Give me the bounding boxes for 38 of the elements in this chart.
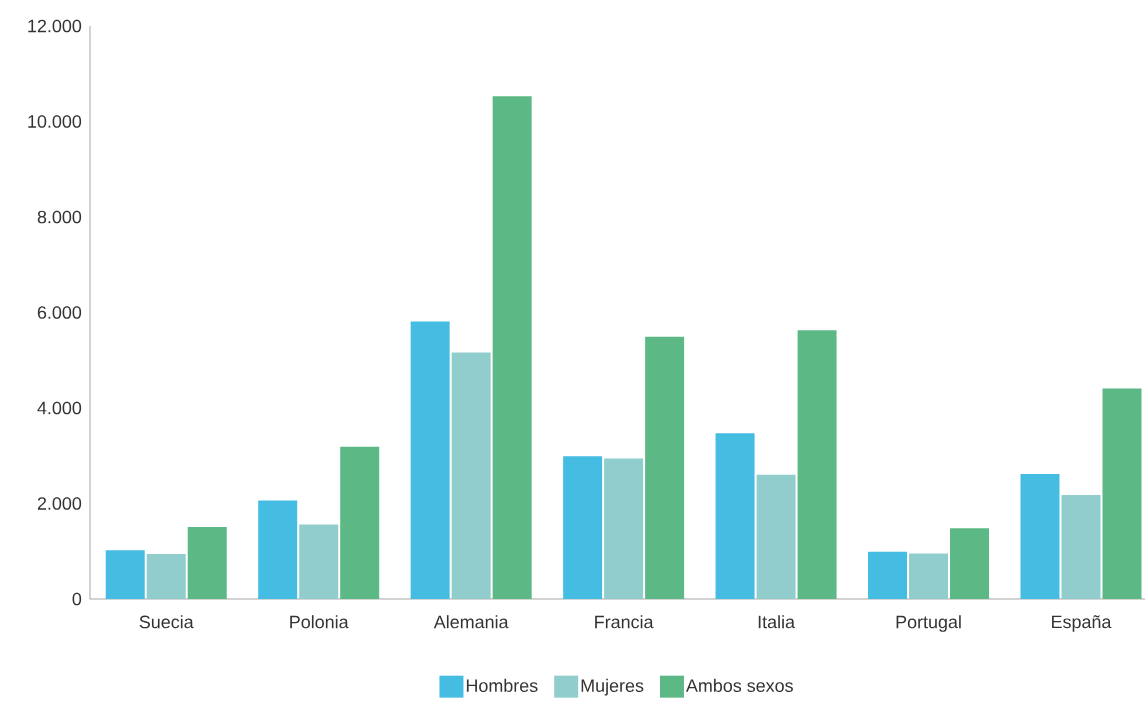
- x-tick-label: España: [1052, 615, 1112, 632]
- y-tick-label: 8.000: [37, 210, 82, 224]
- bar: [909, 553, 949, 599]
- y-tick-label: 6.000: [37, 306, 82, 319]
- bar: [715, 433, 755, 599]
- bar: [451, 352, 491, 599]
- bar: [868, 551, 908, 599]
- legend-label: Hombres: [466, 678, 538, 692]
- bar: [645, 336, 685, 599]
- y-tick-label: 12.000: [28, 19, 82, 33]
- y-tick-label: 10.000: [28, 115, 82, 128]
- x-tick-label: Italia: [758, 615, 796, 629]
- bar: [492, 96, 532, 599]
- bar: [146, 554, 186, 599]
- bar: [1102, 388, 1142, 599]
- x-tick-label: Portugal: [896, 615, 961, 632]
- bar: [1020, 473, 1060, 599]
- bar: [187, 526, 227, 599]
- x-tick-label: Polonia: [290, 615, 349, 629]
- x-tick-label: Alemania: [433, 615, 509, 629]
- bar: [797, 330, 837, 599]
- legend-label: Mujeres: [581, 678, 644, 696]
- bar: [1061, 494, 1101, 599]
- bar: [950, 528, 990, 599]
- x-tick-label: Francia: [595, 615, 654, 629]
- x-tick-label: Suecia: [139, 615, 194, 629]
- y-tick-label: 0: [72, 592, 82, 606]
- bar: [563, 456, 603, 599]
- bar: [604, 458, 644, 599]
- bar: [105, 550, 145, 599]
- bar: [410, 321, 450, 599]
- bar: [299, 524, 339, 599]
- y-tick-label: 2.000: [37, 497, 82, 510]
- bar: [258, 500, 298, 599]
- bar: [756, 474, 796, 599]
- bar: [340, 446, 380, 599]
- y-tick-label: 4.000: [37, 401, 82, 415]
- legend-label: Ambos sexos: [685, 678, 793, 692]
